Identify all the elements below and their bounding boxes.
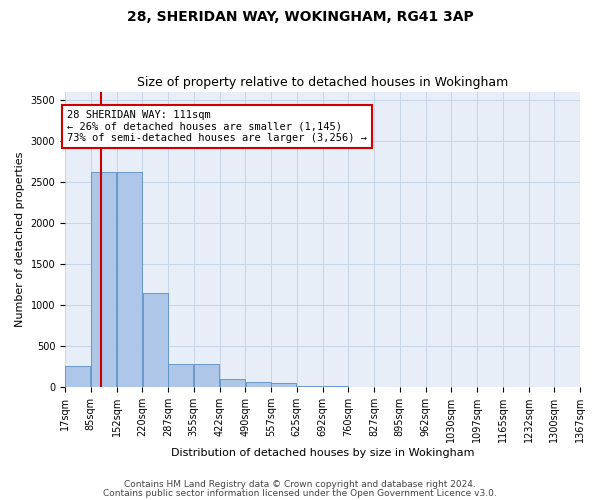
Text: Contains public sector information licensed under the Open Government Licence v3: Contains public sector information licen… — [103, 489, 497, 498]
Bar — [117, 172, 142, 386]
Title: Size of property relative to detached houses in Wokingham: Size of property relative to detached ho… — [137, 76, 508, 90]
Bar — [220, 378, 245, 386]
Bar — [91, 172, 116, 386]
Bar — [194, 364, 219, 386]
X-axis label: Distribution of detached houses by size in Wokingham: Distribution of detached houses by size … — [171, 448, 474, 458]
Bar — [169, 364, 193, 386]
Bar — [143, 294, 167, 386]
Text: Contains HM Land Registry data © Crown copyright and database right 2024.: Contains HM Land Registry data © Crown c… — [124, 480, 476, 489]
Bar — [245, 382, 271, 386]
Text: 28 SHERIDAN WAY: 111sqm
← 26% of detached houses are smaller (1,145)
73% of semi: 28 SHERIDAN WAY: 111sqm ← 26% of detache… — [67, 110, 367, 144]
Y-axis label: Number of detached properties: Number of detached properties — [15, 152, 25, 327]
Bar — [65, 366, 91, 386]
Bar — [271, 384, 296, 386]
Text: 28, SHERIDAN WAY, WOKINGHAM, RG41 3AP: 28, SHERIDAN WAY, WOKINGHAM, RG41 3AP — [127, 10, 473, 24]
